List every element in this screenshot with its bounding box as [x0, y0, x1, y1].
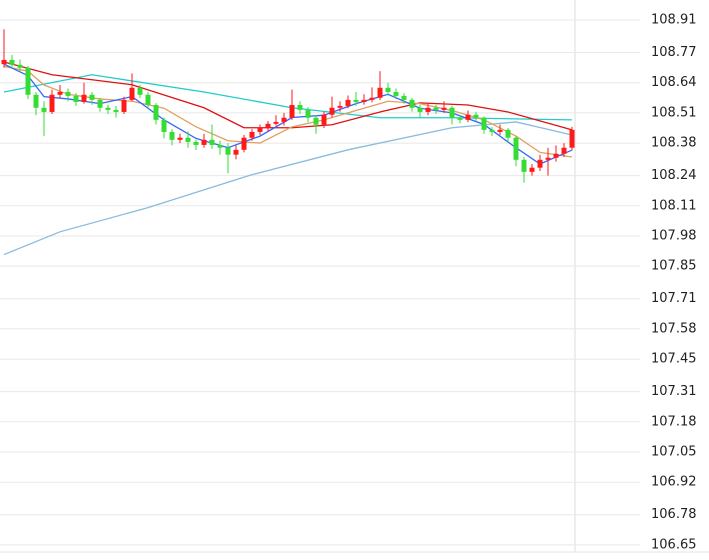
candle-body — [465, 114, 471, 120]
candle-body — [209, 139, 215, 145]
candle-body — [441, 107, 447, 110]
candle-body — [57, 91, 63, 95]
y-tick-label: 108.64 — [651, 75, 697, 90]
candle-body — [273, 121, 279, 124]
moving-average-line — [3, 65, 573, 158]
candle-body — [385, 87, 391, 92]
candle-body — [305, 109, 311, 118]
candle-body — [9, 59, 15, 65]
candle-body — [417, 107, 423, 112]
y-tick-label: 108.38 — [651, 136, 697, 151]
candle-body — [297, 104, 303, 110]
candle-body — [225, 147, 231, 155]
candle-body — [33, 94, 39, 108]
y-tick-label: 108.11 — [651, 198, 697, 213]
candle-body — [545, 157, 551, 160]
candle-body — [321, 114, 327, 125]
candle-body — [201, 139, 207, 145]
y-tick-label: 107.85 — [651, 259, 697, 274]
candle-body — [73, 95, 79, 102]
candle-body — [265, 123, 271, 128]
candle-body — [353, 99, 359, 102]
candle-body — [369, 97, 375, 100]
candle-body — [145, 94, 151, 105]
candle-body — [497, 129, 503, 132]
y-tick-label: 106.92 — [651, 475, 697, 490]
candle-body — [169, 131, 175, 140]
candle-body — [49, 94, 55, 112]
candle-body — [281, 117, 287, 122]
candle-body — [433, 107, 439, 110]
y-tick-label: 108.51 — [651, 105, 697, 120]
candle-body — [257, 127, 263, 132]
candle-body — [537, 159, 543, 168]
candle-body — [81, 94, 87, 102]
candle-body — [377, 87, 383, 98]
y-tick-label: 107.58 — [651, 321, 697, 336]
candle-body — [409, 99, 415, 108]
candle-body — [89, 94, 95, 100]
candle-body — [41, 107, 47, 112]
candle-body — [473, 114, 479, 118]
candle-body — [337, 105, 343, 108]
candle-body — [185, 137, 191, 142]
candle-body — [313, 117, 319, 125]
y-tick-label: 107.71 — [651, 291, 697, 306]
candle-body — [481, 117, 487, 130]
candle-body — [217, 144, 223, 148]
y-tick-label: 106.78 — [651, 507, 697, 522]
candle-body — [137, 87, 143, 95]
candle-body — [393, 91, 399, 96]
candle-body — [25, 67, 31, 95]
candle-body — [401, 95, 407, 100]
candle-body — [97, 99, 103, 108]
candle-body — [233, 149, 239, 155]
candle-body — [113, 109, 119, 112]
candle-body — [553, 153, 559, 158]
candle-body — [65, 91, 71, 96]
moving-average-line — [3, 63, 573, 165]
candle-body — [513, 137, 519, 160]
candle-body — [521, 159, 527, 172]
candle-body — [1, 59, 7, 65]
moving-average-line — [3, 61, 573, 131]
candle-body — [289, 104, 295, 118]
candle-body — [457, 117, 463, 120]
y-tick-label: 108.24 — [651, 168, 697, 183]
candle-body — [561, 147, 567, 154]
y-tick-label: 107.18 — [651, 414, 697, 429]
candle-body — [177, 137, 183, 140]
moving-average-line — [3, 121, 573, 256]
candle-body — [105, 107, 111, 110]
candle-body — [129, 87, 135, 100]
y-tick-label: 107.31 — [651, 384, 697, 399]
candle-body — [329, 107, 335, 115]
candle-body — [505, 129, 511, 138]
candle-body — [449, 107, 455, 118]
y-tick-label: 107.45 — [651, 352, 697, 367]
candle-body — [17, 64, 23, 68]
candle-body — [569, 129, 575, 148]
candle-body — [161, 119, 167, 132]
y-tick-label: 108.91 — [651, 12, 697, 27]
y-tick-label: 107.98 — [651, 228, 697, 243]
candle-body — [153, 104, 159, 120]
candle-body — [345, 99, 351, 106]
candle-body — [241, 137, 247, 150]
y-tick-label: 108.77 — [651, 45, 697, 60]
candle-body — [361, 99, 367, 102]
y-tick-label: 107.05 — [651, 444, 697, 459]
candle-body — [489, 129, 495, 132]
candle-body — [425, 107, 431, 112]
candle-body — [249, 131, 255, 138]
candle-body — [529, 167, 535, 172]
y-tick-label: 106.65 — [651, 537, 697, 552]
candle-body — [121, 99, 127, 112]
candle-body — [193, 141, 199, 145]
